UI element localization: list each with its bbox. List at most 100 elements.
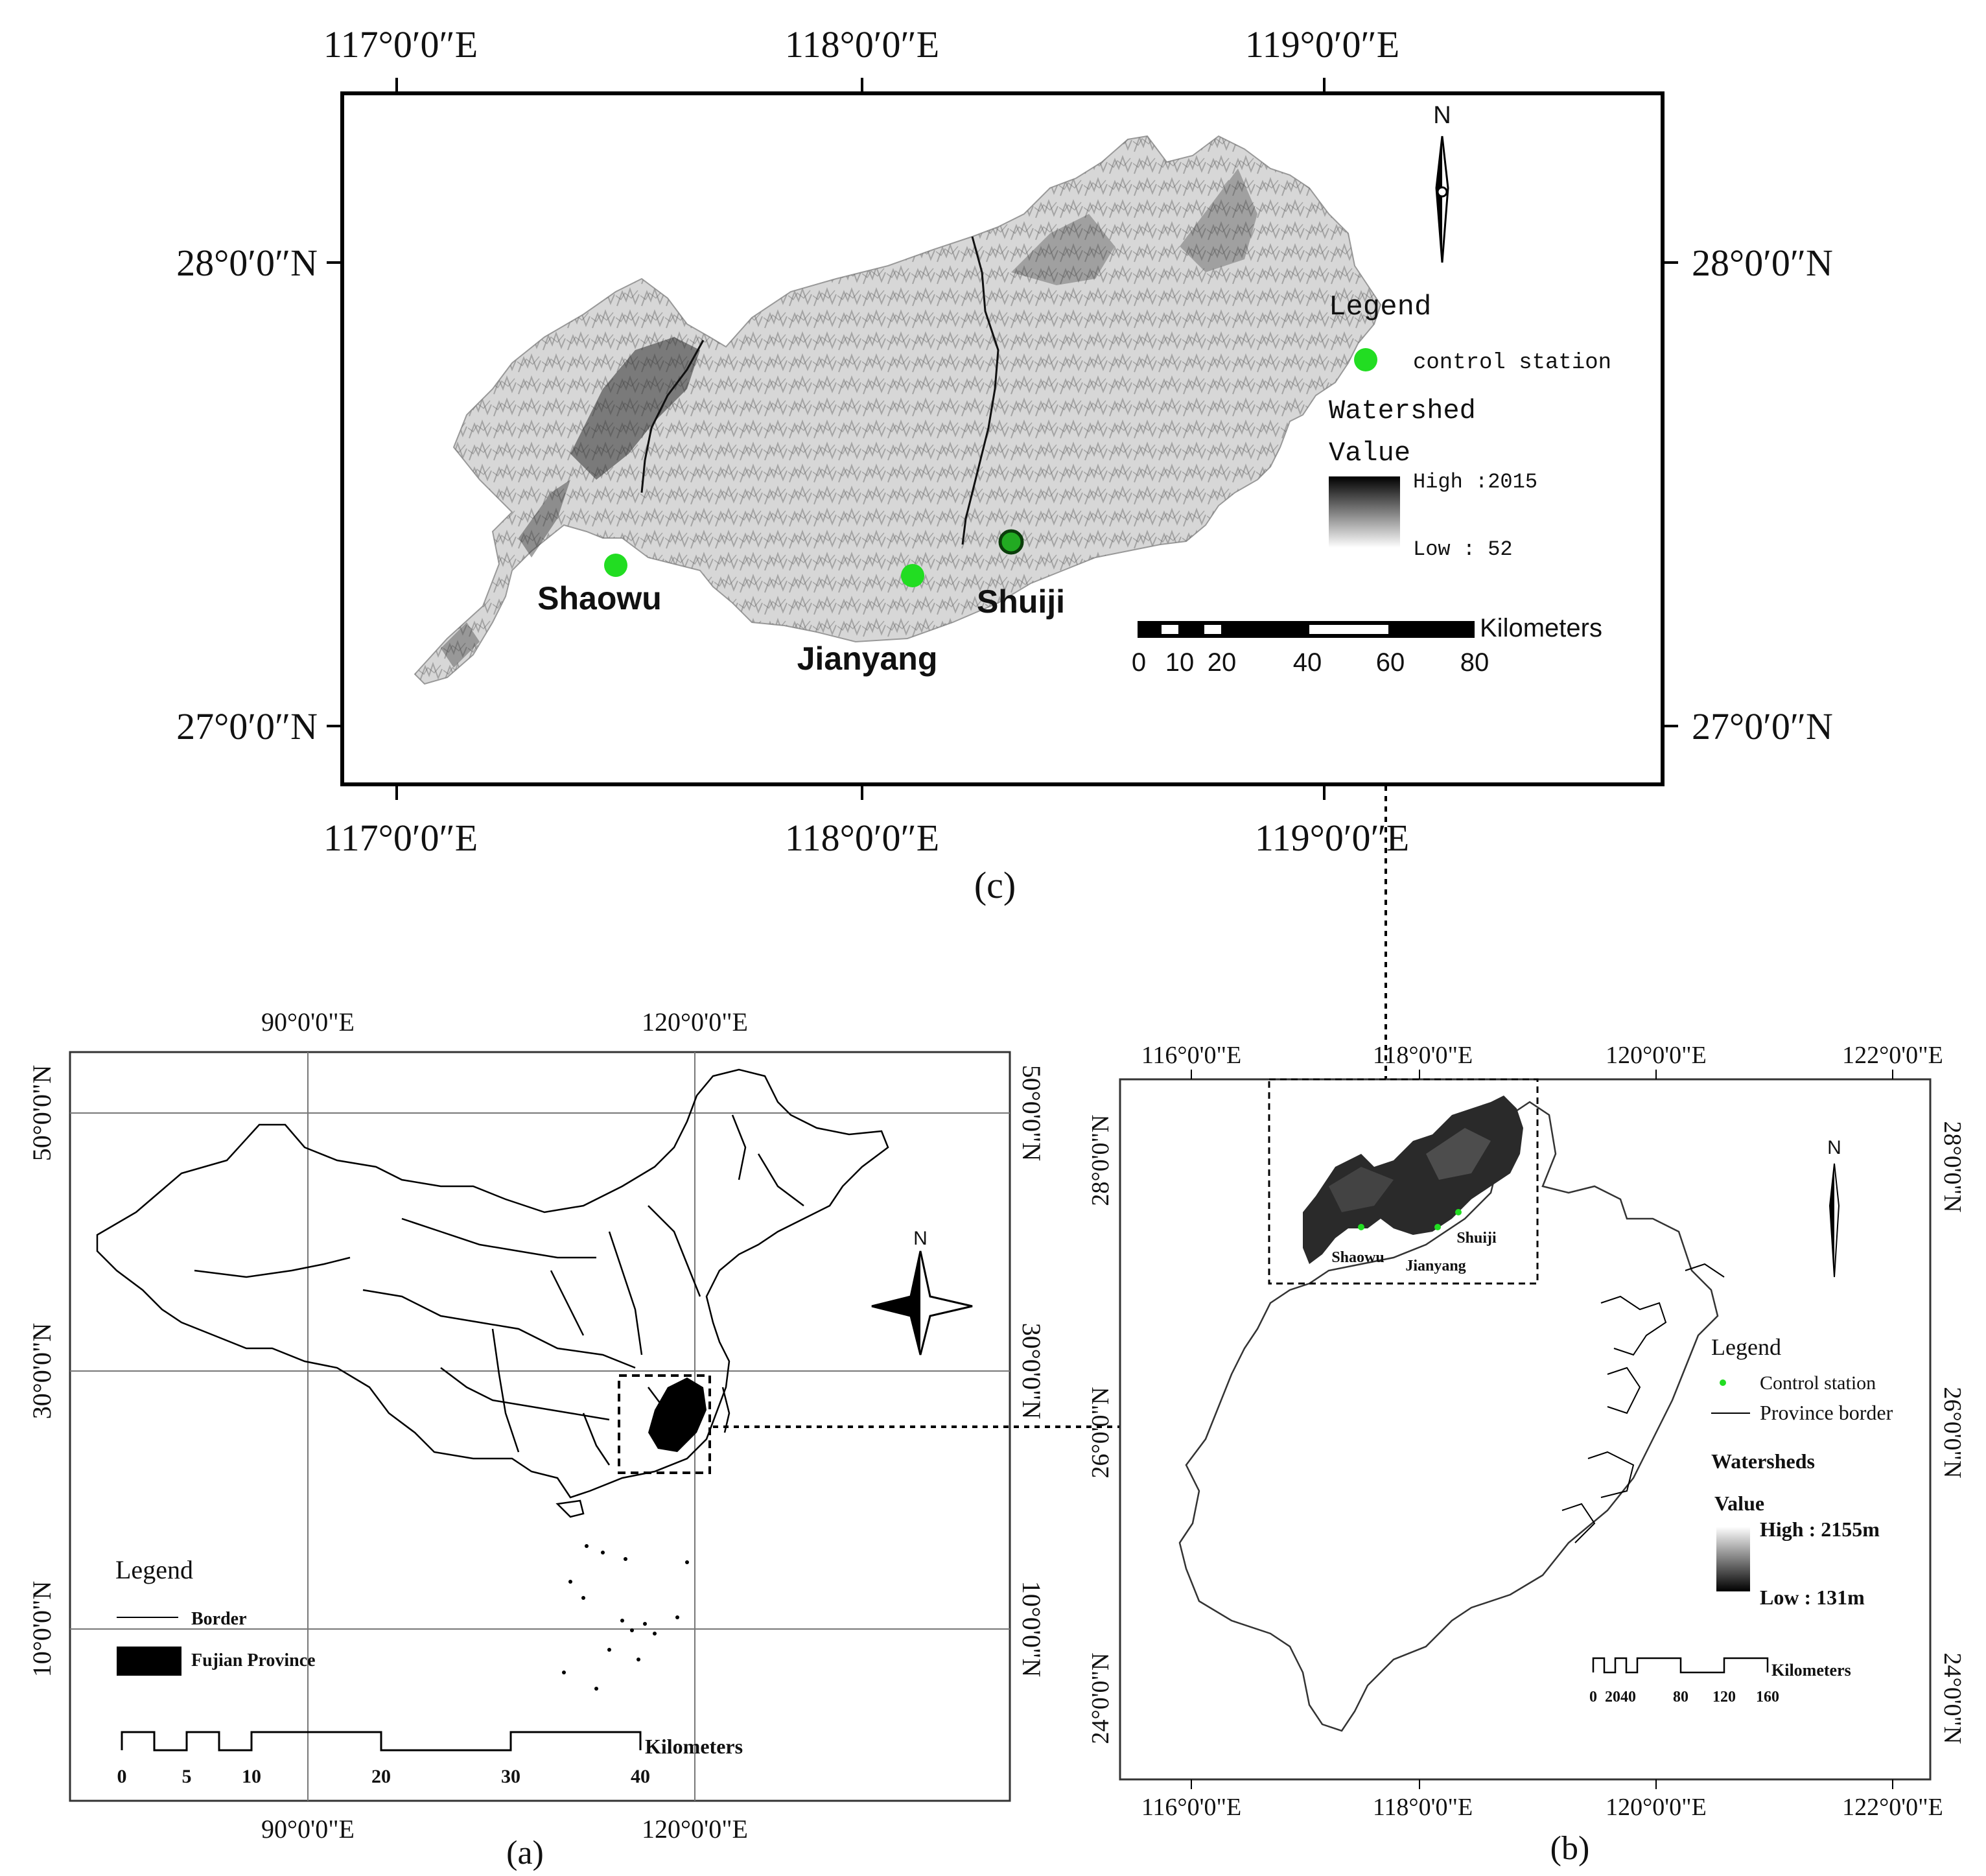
- panel-c-legend: Legend control station Watershed Value H…: [1329, 291, 1611, 561]
- panel-c-lat-left-1: 28°0′0″N: [176, 242, 318, 284]
- b-label-jianyang: Jianyang: [1405, 1258, 1466, 1274]
- panel-b-lon-top-4: 122°0'0"E: [1842, 1042, 1943, 1069]
- station-label-shuiji: Shuiji: [977, 583, 1065, 620]
- panel-c-lat-left-2: 27°0′0″N: [176, 705, 318, 747]
- panel-b-lon-bottom-3: 120°0'0"E: [1606, 1794, 1707, 1821]
- panel-c-lon-bottom-2: 118°0′0″E: [785, 817, 939, 859]
- scale-b-tick-2040: 2040: [1605, 1689, 1636, 1706]
- panel-a-frame: [69, 1051, 1011, 1802]
- panel-a: 90°0'0"E 120°0'0"E 90°0'0"E 120°0'0"E 50…: [27, 1007, 1046, 1871]
- panel-a-lon-bottom-1: 90°0'0"E: [261, 1814, 355, 1844]
- scale-tick-20: 20: [1208, 648, 1237, 677]
- panel-a-lon-top-2: 120°0'0"E: [642, 1007, 748, 1037]
- scale-tick-40: 40: [1293, 648, 1322, 677]
- scale-tick-10: 10: [1165, 648, 1195, 677]
- panel-a-lat-right-2: 30°0'0"N: [1017, 1323, 1046, 1419]
- scale-tick-80: 80: [1460, 648, 1490, 677]
- panel-c-watershed-dem: [414, 135, 1382, 685]
- panel-b-caption: (b): [1550, 1830, 1590, 1867]
- panel-b-lat-right-1: 28°0'0"N: [1939, 1121, 1966, 1213]
- scale-a-tick-30: 30: [501, 1766, 520, 1787]
- panel-b-legend-watershed: Watersheds: [1711, 1449, 1815, 1473]
- panel-a-lon-bottom-2: 120°0'0"E: [642, 1814, 748, 1844]
- panel-c-legend-value: Value: [1329, 438, 1410, 469]
- b-label-shaowu: Shaowu: [1331, 1249, 1384, 1266]
- scale-b-tick-120: 120: [1712, 1689, 1736, 1706]
- scale-tick-0: 0: [1132, 648, 1146, 677]
- panel-c-graticule-ticks: [327, 78, 1678, 800]
- legend-fujian-swatch: [117, 1647, 181, 1676]
- panel-b-scale-bar: Kilometers 0 2040 80 120 160: [1589, 1657, 1851, 1706]
- panel-c-lon-bottom-1: 117°0′0″E: [323, 817, 478, 859]
- panel-b-lon-top-2: 118°0'0"E: [1373, 1042, 1473, 1069]
- panel-b-lon-bottom-1: 116°0'0"E: [1141, 1794, 1241, 1821]
- panel-c-lat-right-1: 28°0′0″N: [1692, 242, 1833, 284]
- panel-c-legend-watershed: Watershed: [1329, 395, 1476, 427]
- panel-c-scale-bar: Kilometers 0 10 20 40 60 80: [1132, 614, 1602, 677]
- panel-a-lat-right-3: 10°0'0"N: [1017, 1581, 1046, 1677]
- panel-b-lat-right-2: 26°0'0"N: [1939, 1387, 1966, 1479]
- panel-a-legend-province: Fujian Province: [191, 1650, 316, 1671]
- panel-c-lat-right-2: 27°0′0″N: [1692, 705, 1833, 747]
- panel-c-legend-station: control station: [1413, 351, 1611, 375]
- panel-c-north-label: N: [1433, 102, 1451, 129]
- panel-c-scale-unit: Kilometers: [1480, 614, 1602, 642]
- panel-b-north-arrow: N: [1827, 1137, 1841, 1278]
- b-station-shuiji: [1455, 1209, 1462, 1215]
- panel-b-legend-title: Legend: [1711, 1334, 1781, 1360]
- panel-c-lon-top-3: 119°0′0″E: [1245, 23, 1399, 65]
- panel-b-lat-left-3: 24°0'0"N: [1087, 1653, 1114, 1744]
- panel-c-lon-bottom-3: 119°0′0″E: [1255, 817, 1409, 859]
- panel-a-north-label: N: [913, 1228, 928, 1249]
- b-label-shuiji: Shuiji: [1456, 1230, 1497, 1247]
- panel-a-scale-unit: Kilometers: [645, 1735, 743, 1758]
- china-map: [96, 1068, 889, 1518]
- station-marker-shaowu: [604, 554, 627, 577]
- panel-a-lat-left-1: 50°0'0"N: [27, 1065, 56, 1161]
- legend-station-swatch: [1354, 348, 1377, 371]
- scale-a-tick-5: 5: [182, 1766, 192, 1787]
- panel-b-watershed: Shaowu Jianyang Shuiji: [1303, 1096, 1523, 1274]
- coastal-islands: [1561, 1263, 1725, 1543]
- legend-elevation-ramp: [1329, 476, 1400, 548]
- panel-c-legend-low: Low : 52: [1413, 537, 1513, 561]
- panel-c: 117°0′0″E 118°0′0″E 119°0′0″E 117°0′0″E …: [176, 23, 1833, 906]
- panel-b-legend-low: Low : 131m: [1760, 1586, 1865, 1609]
- panel-a-graticule: [70, 1052, 1010, 1801]
- scale-a-tick-40: 40: [631, 1766, 650, 1787]
- panel-c-stations: Shaowu Jianyang Shuiji: [537, 529, 1065, 677]
- panel-b-lon-top-3: 120°0'0"E: [1606, 1042, 1707, 1069]
- panel-b-legend-province: Province border: [1760, 1401, 1893, 1424]
- station-label-shaowu: Shaowu: [537, 580, 662, 616]
- panel-c-lon-top-2: 118°0′0″E: [785, 23, 939, 65]
- panel-b-legend-value: Value: [1714, 1492, 1764, 1515]
- panel-a-compass: N: [871, 1228, 973, 1355]
- scale-b-tick-80: 80: [1673, 1689, 1688, 1706]
- panel-b-north-label: N: [1827, 1137, 1841, 1158]
- scale-a-tick-0: 0: [117, 1766, 127, 1787]
- station-label-jianyang: Jianyang: [797, 640, 938, 677]
- panel-b-watershed-box: [1268, 1078, 1539, 1285]
- scale-a-tick-10: 10: [242, 1766, 261, 1787]
- panel-c-north-arrow: N: [1433, 102, 1451, 263]
- panel-b-lat-left-1: 28°0'0"N: [1087, 1115, 1114, 1206]
- b-station-shaowu: [1358, 1224, 1364, 1230]
- fujian-highlight-box: [618, 1374, 711, 1474]
- panel-a-lat-left-3: 10°0'0"N: [27, 1581, 56, 1677]
- panel-b-scale-unit: Kilometers: [1771, 1661, 1851, 1680]
- panel-a-legend-title: Legend: [115, 1555, 193, 1584]
- panel-connectors: [713, 786, 1387, 1428]
- legend-b-elevation-ramp: [1716, 1527, 1750, 1591]
- panel-b-legend: Legend Control station Province border W…: [1711, 1334, 1893, 1609]
- panel-b: 116°0'0"E 118°0'0"E 120°0'0"E 122°0'0"E …: [1087, 1042, 1966, 1867]
- b-station-jianyang: [1434, 1224, 1441, 1230]
- fujian-province-fill: [648, 1378, 707, 1452]
- panel-a-lat-left-2: 30°0'0"N: [27, 1323, 56, 1419]
- scale-b-tick-160: 160: [1756, 1689, 1779, 1706]
- panel-a-legend-border: Border: [191, 1609, 247, 1629]
- panel-b-lon-bottom-2: 118°0'0"E: [1373, 1794, 1473, 1821]
- panel-a-legend: Legend Border Fujian Province: [115, 1555, 316, 1676]
- legend-b-station-swatch: [1720, 1379, 1726, 1386]
- south-china-sea-islands: [562, 1544, 689, 1691]
- scale-a-tick-20: 20: [371, 1766, 391, 1787]
